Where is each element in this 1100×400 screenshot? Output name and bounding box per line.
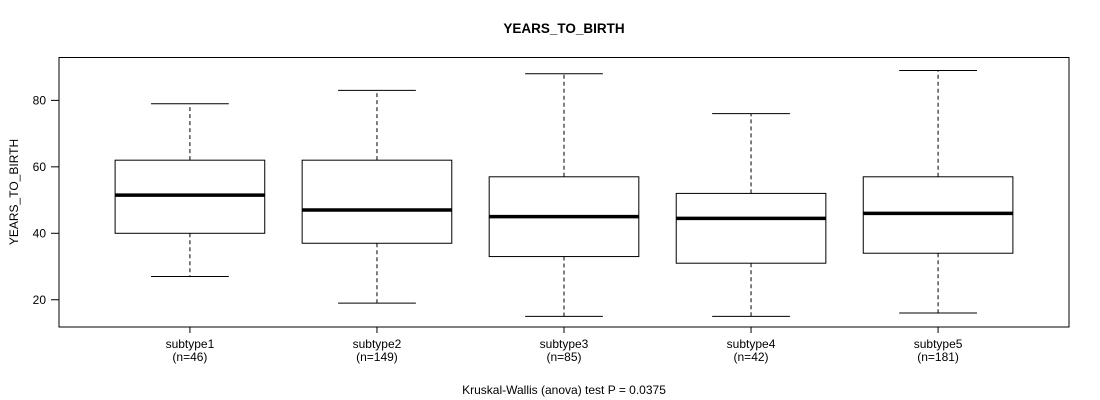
box-subtype2 (301, 159, 453, 244)
x-tick-label-subtype4: subtype4 (727, 337, 776, 351)
x-tick-sublabel-subtype5: (n=181) (917, 350, 959, 364)
x-tick-sublabel-subtype4: (n=42) (734, 350, 769, 364)
caption-text: Kruskal-Wallis (anova) test P = 0.0375 (462, 383, 666, 397)
x-tick-label-subtype1: subtype1 (166, 337, 215, 351)
x-tick-sublabel-subtype1: (n=46) (172, 350, 207, 364)
box-subtype4 (675, 192, 827, 264)
y-tick-label: 80 (33, 93, 47, 107)
chart-title: YEARS_TO_BIRTH (503, 21, 624, 36)
x-tick-label-subtype5: subtype5 (914, 337, 963, 351)
x-tick-sublabel-subtype3: (n=85) (546, 350, 581, 364)
y-tick-label: 20 (33, 293, 47, 307)
plot-area: 20 40 60 80 subtype1(n=46) subtype2(n=149) sub… (33, 57, 1070, 364)
x-tick-sublabel-subtype2: (n=149) (356, 350, 398, 364)
y-tick-label: 60 (33, 160, 47, 174)
x-tick-label-subtype2: subtype2 (353, 337, 402, 351)
y-tick-label: 40 (33, 226, 47, 240)
x-tick-label-subtype3: subtype3 (540, 337, 589, 351)
y-axis-label: YEARS_TO_BIRTH (7, 139, 21, 245)
